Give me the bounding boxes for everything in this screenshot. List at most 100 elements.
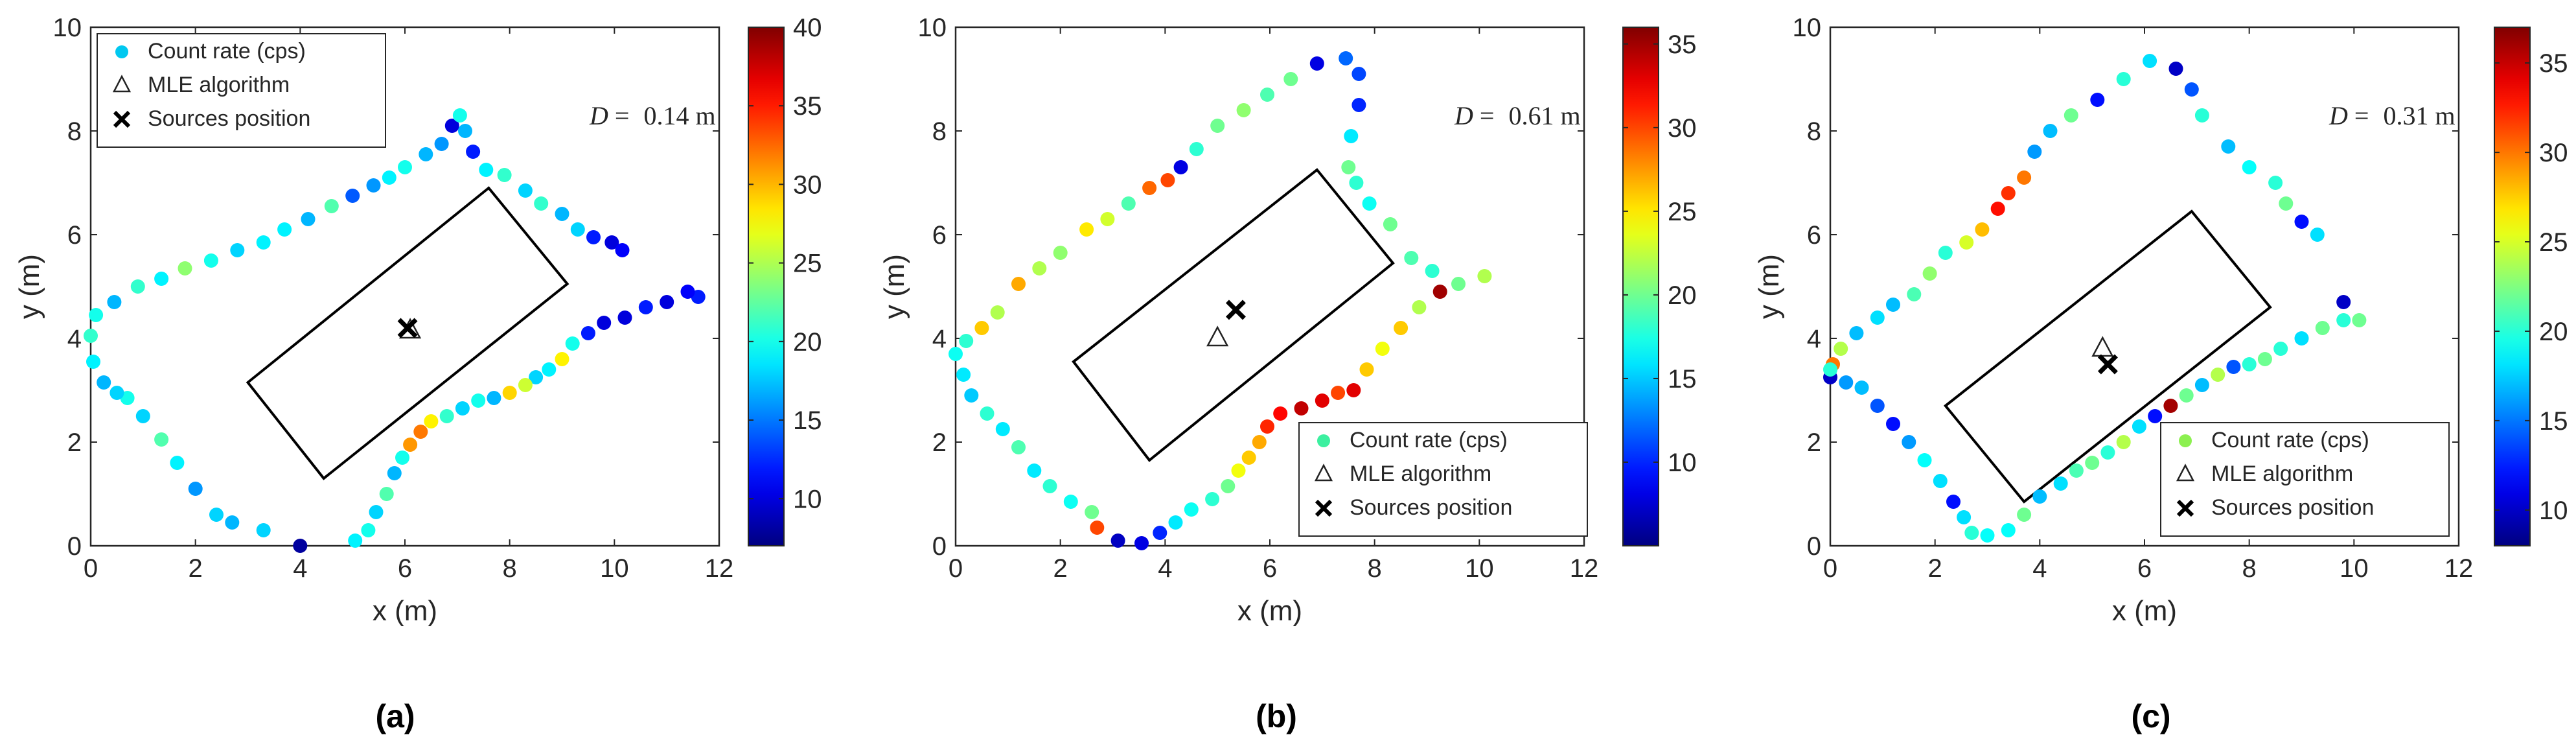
count-rate-point <box>529 370 544 384</box>
count-rate-point <box>2336 313 2351 327</box>
count-rate-point <box>487 391 501 405</box>
colorbar-tick-label: 10 <box>2539 497 2568 525</box>
legend-swatch-source-b <box>1315 499 1333 517</box>
x-tick-label: 12 <box>1570 554 1599 583</box>
count-rate-point <box>565 336 580 351</box>
count-rate-point <box>2090 93 2105 107</box>
count-rate-point <box>1870 311 1885 325</box>
panel-a: 0 2 4 6 8 10 12 0 2 4 6 8 10 x (m) y (m) D = 0.14 m Count … <box>14 14 822 734</box>
count-rate-point <box>638 300 653 314</box>
count-rate-point <box>1090 521 1105 535</box>
count-rate-point <box>980 406 995 421</box>
legend-swatch-source-b <box>113 110 131 128</box>
count-rate-point <box>379 487 394 501</box>
colorbar-tick-label: 25 <box>793 250 822 278</box>
count-rate-point <box>97 375 111 390</box>
count-rate-point <box>1210 119 1225 133</box>
count-rate-point <box>301 212 316 226</box>
distance-equals: = <box>1480 101 1495 130</box>
colorbar-tick-label: 30 <box>793 170 822 199</box>
distance-symbol: D <box>589 101 608 130</box>
count-rate-point <box>1236 103 1251 117</box>
count-rate-point <box>2148 409 2163 423</box>
distance-equals: = <box>615 101 630 130</box>
count-rate-point <box>1168 515 1183 530</box>
count-rate-point <box>1053 246 1068 260</box>
count-rate-point <box>2168 62 2183 76</box>
count-rate-point <box>1957 510 1972 524</box>
count-rate-point <box>293 539 308 553</box>
panel-c: 0 2 4 6 8 10 12 0 2 4 6 8 10 x (m) y (m) D = 0.31 m Count … <box>1753 14 2568 734</box>
count-rate-point <box>518 378 533 392</box>
count-rate-point <box>444 119 459 133</box>
count-rate-point <box>1085 505 1099 519</box>
count-rate-point <box>2069 463 2084 478</box>
colorbar-tick-label: 20 <box>793 328 822 357</box>
count-rate-point <box>2100 445 2115 460</box>
count-rate-point <box>1834 342 1848 356</box>
y-tick-label: 10 <box>1793 14 1822 42</box>
count-rate-point <box>203 253 218 268</box>
count-rate-point <box>1134 536 1149 550</box>
x-tick-label: 0 <box>949 554 963 583</box>
count-rate-point <box>434 137 449 151</box>
count-rate-point <box>1189 142 1204 156</box>
distance-symbol: D <box>2329 101 2348 130</box>
y-tick-label: 6 <box>932 221 947 250</box>
count-rate-point <box>1142 181 1157 195</box>
count-rate-point <box>581 326 595 340</box>
count-rate-point <box>419 147 433 161</box>
count-rate-point <box>2242 160 2257 174</box>
count-rate-point <box>1260 88 1274 102</box>
count-rate-point <box>170 456 185 470</box>
count-rate-point <box>1349 176 1364 190</box>
colorbar-tick-label: 30 <box>1668 114 1697 143</box>
count-rate-point <box>1344 129 1359 143</box>
count-rate-point <box>1110 533 1125 548</box>
count-rate-point <box>130 279 145 294</box>
count-rate-point <box>89 308 104 322</box>
count-rate-point <box>1184 502 1199 517</box>
count-rate-point <box>1294 401 1309 416</box>
count-rate-point <box>1849 326 1864 340</box>
count-rate-point <box>502 386 517 400</box>
x-tick-label: 8 <box>2242 554 2257 583</box>
count-rate-point <box>1854 381 1869 395</box>
count-rate-point <box>1823 362 1837 377</box>
count-rate-point <box>2032 489 2047 504</box>
legend: Count rate (cps) MLE algorithm Sources pos… <box>1298 422 1588 537</box>
count-rate-point <box>2184 82 2199 97</box>
count-rate-point <box>1042 479 1057 493</box>
legend-entry: Sources position <box>2211 495 2374 520</box>
distance-value: 0.31 m <box>2383 101 2455 130</box>
x-tick-label: 2 <box>189 554 203 583</box>
count-rate-point <box>2310 228 2325 242</box>
count-rate-point <box>1359 362 1374 377</box>
count-rate-point <box>277 222 292 237</box>
legend-entry: MLE algorithm <box>1350 462 1491 486</box>
count-rate-point <box>178 261 192 275</box>
building-outline <box>1072 168 1395 462</box>
building-outline <box>1943 209 2272 504</box>
count-rate-point <box>1221 479 1236 493</box>
count-rate-point <box>1451 277 1466 291</box>
y-tick-label: 8 <box>67 117 82 146</box>
count-rate-point <box>154 432 169 447</box>
colorbar-tick-label: 35 <box>793 92 822 121</box>
count-rate-point <box>2116 435 2131 449</box>
count-rate-point <box>2221 139 2236 154</box>
colorbar-tick-label: 10 <box>793 485 822 513</box>
count-rate-point <box>479 163 494 177</box>
count-rate-point <box>84 329 98 343</box>
colorbar <box>2494 27 2531 546</box>
count-rate-point <box>1011 440 1026 454</box>
y-tick-label: 10 <box>53 14 82 42</box>
count-rate-point <box>109 386 124 400</box>
count-rate-point <box>956 368 971 382</box>
count-rate-point <box>1394 321 1409 335</box>
count-rate-point <box>1315 393 1329 408</box>
count-rate-point <box>2268 176 2283 190</box>
legend-swatch-count-rate <box>2179 434 2192 447</box>
legend-entry: Count rate (cps) <box>148 39 306 64</box>
